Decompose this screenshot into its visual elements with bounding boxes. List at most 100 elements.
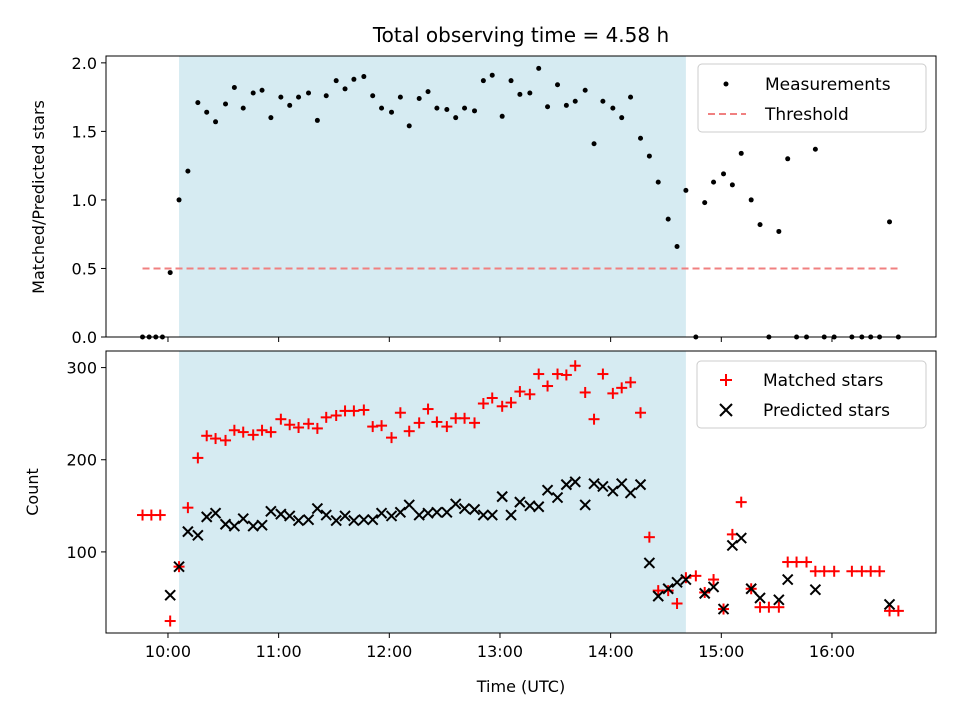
measurement-point	[665, 216, 671, 222]
matched-star-point	[320, 411, 332, 423]
measurement-point	[683, 187, 689, 193]
matched-star-point	[358, 404, 370, 416]
bottom-legend: Matched stars Predicted stars	[696, 360, 927, 429]
measurement-point	[314, 117, 320, 123]
y-tick-label: 1.5	[72, 122, 97, 141]
bottom-y-axis-label: Count	[23, 468, 42, 516]
measurement-point	[472, 108, 478, 114]
measurement-point	[527, 90, 533, 96]
matched-star-point	[625, 376, 637, 388]
measurement-point	[259, 87, 265, 93]
predicted-star-point	[560, 478, 573, 491]
measurement-point	[563, 102, 569, 108]
predicted-star-point	[200, 511, 213, 523]
predicted-star-point	[541, 484, 554, 496]
predicted-star-point	[441, 506, 453, 518]
bottom-x-ticks: 10:00 11:00 12:00 13:00 14:00 15:00 16:00	[145, 633, 855, 661]
predicted-star-point	[458, 502, 471, 515]
measurement-point	[776, 228, 782, 234]
measurement-point	[582, 87, 588, 93]
matched-star-point	[311, 422, 323, 434]
bottom-observing-window	[179, 351, 686, 633]
matched-star-point	[542, 380, 554, 392]
predicted-star-point	[228, 520, 241, 532]
legend-matched-label: Matched stars	[763, 371, 883, 391]
measurement-point	[721, 171, 727, 177]
matched-star-point	[708, 574, 720, 586]
predicted-star-point	[449, 498, 462, 510]
predicted-star-point	[496, 490, 508, 503]
matched-star-point	[588, 413, 600, 425]
predicted-star-point	[634, 478, 647, 491]
measurement-point	[223, 101, 229, 107]
matched-star-point	[154, 509, 166, 521]
legend-measurements-label: Measurements	[765, 75, 891, 95]
predicted-star-point	[579, 499, 591, 511]
predicted-star-point	[532, 501, 545, 513]
measurement-point	[812, 146, 818, 152]
top-x-ticks	[167, 337, 833, 342]
measurement-point	[268, 115, 274, 121]
measurement-point	[406, 123, 412, 129]
predicted-star-point	[809, 583, 822, 596]
measurement-point	[748, 197, 754, 203]
matched-star-point	[616, 382, 628, 394]
predicted-star-point	[726, 539, 739, 552]
x-tick-label: 16:00	[809, 642, 855, 661]
measurement-point	[342, 86, 348, 92]
measurement-point	[416, 95, 422, 101]
top-observing-window	[179, 56, 686, 337]
matched-star-point	[201, 430, 213, 442]
matched-star-point	[801, 556, 813, 568]
matched-star-point	[265, 426, 277, 438]
measurement-point	[610, 105, 616, 111]
predicted-star-point	[773, 594, 785, 606]
predicted-star-point	[431, 506, 443, 518]
chart-title: Total observing time = 4.58 h	[372, 23, 669, 47]
predicted-star-point	[358, 513, 370, 526]
matched-star-point	[652, 585, 664, 597]
measurement-point	[204, 109, 210, 115]
measurement-point	[250, 90, 256, 96]
matched-star-point	[635, 407, 647, 419]
measurement-point	[508, 78, 514, 84]
measurement-point	[738, 150, 744, 156]
measurement-point	[499, 113, 505, 119]
measurement-point	[628, 94, 634, 100]
predicted-star-point	[209, 507, 222, 519]
predicted-star-point	[551, 491, 564, 504]
predicted-star-point	[883, 598, 896, 611]
matched-star-point	[192, 452, 204, 464]
predicted-star-point	[569, 476, 581, 488]
predicted-star-point	[735, 532, 747, 544]
legend-matched-marker	[720, 374, 732, 386]
measurement-point	[545, 104, 551, 110]
predicted-star-point	[698, 587, 711, 600]
predicted-star-point	[486, 509, 498, 521]
predicted-star-point	[173, 560, 185, 573]
matched-star-point	[524, 388, 536, 400]
measurement-point	[195, 100, 201, 106]
measurement-point	[480, 78, 486, 84]
measurement-point	[306, 90, 312, 96]
predicted-star-point	[330, 514, 342, 527]
matched-star-point	[874, 565, 886, 577]
predicted-star-point	[643, 557, 656, 569]
measurement-point	[444, 106, 450, 112]
measurement-point	[379, 105, 385, 111]
predicted-star-point	[311, 502, 324, 515]
matched-star-point	[403, 425, 415, 437]
matched-star-point	[303, 418, 315, 430]
measurement-point	[887, 219, 893, 225]
predicted-star-point	[256, 519, 268, 531]
x-tick-label: 15:00	[698, 642, 744, 661]
matched-star-point	[773, 601, 785, 613]
legend-measurements-marker	[723, 81, 729, 87]
matched-star-point	[210, 433, 222, 445]
predicted-star-point	[375, 507, 388, 519]
predicted-star-point	[745, 583, 757, 595]
measurement-point	[213, 119, 219, 125]
matched-star-point	[892, 605, 904, 617]
matched-star-point	[828, 565, 840, 577]
measurement-point	[185, 168, 191, 174]
